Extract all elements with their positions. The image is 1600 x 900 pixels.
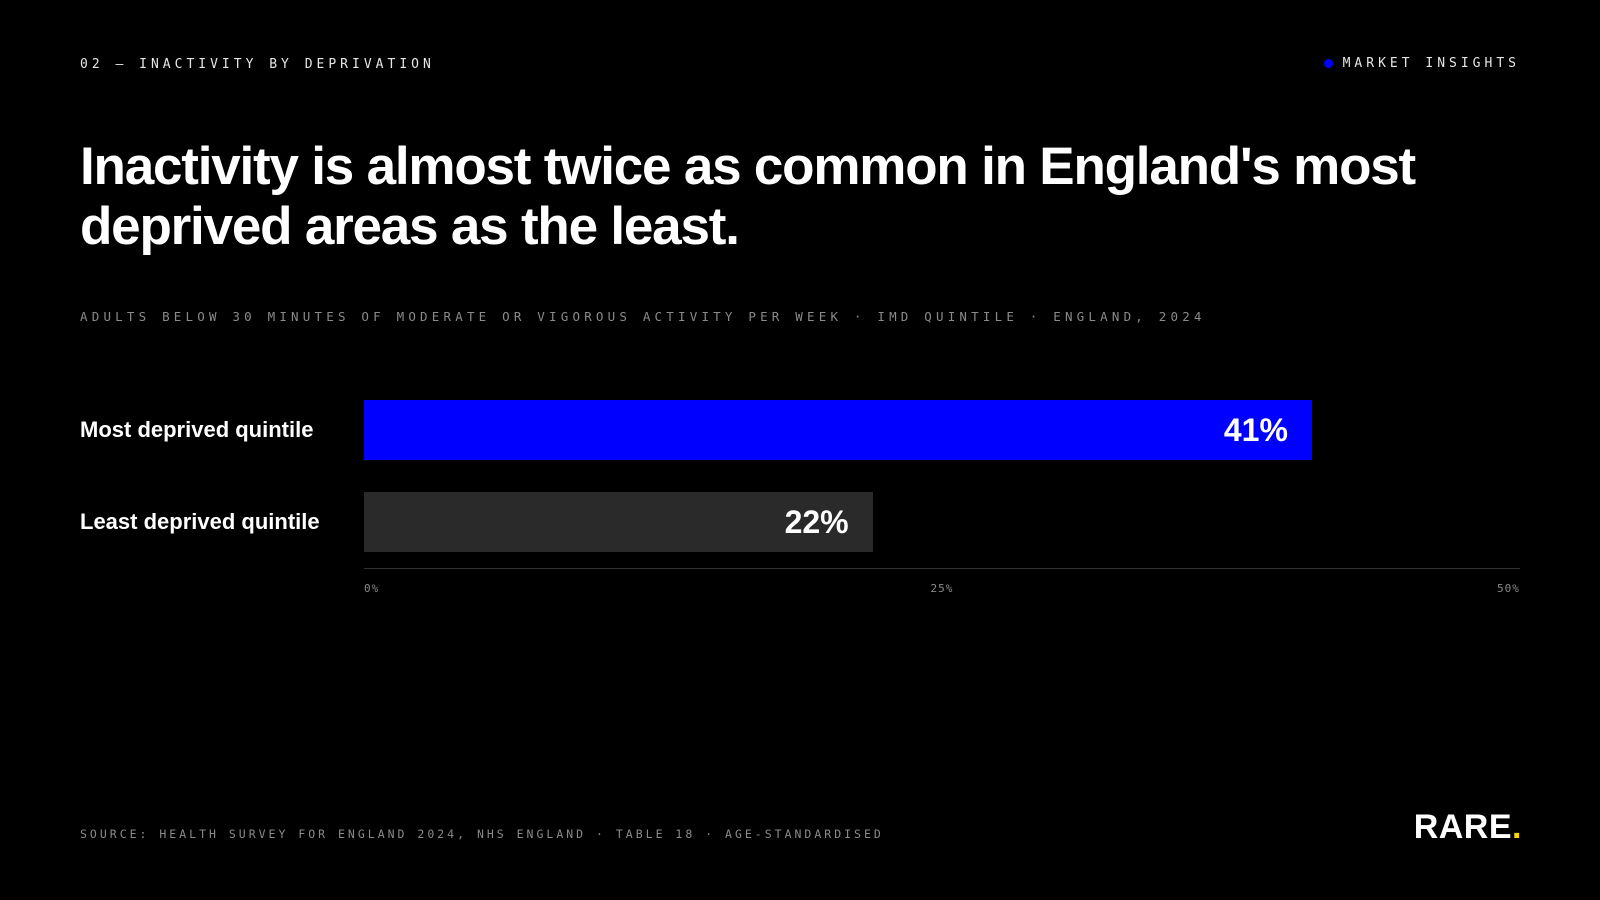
x-tick-label-0: 0% — [364, 582, 380, 595]
x-axis-line — [364, 568, 1520, 569]
section-kicker: 02 — INACTIVITY BY DEPRIVATION — [80, 57, 435, 72]
logo-dot: . — [1512, 808, 1522, 846]
source-note: SOURCE: HEALTH SURVEY FOR ENGLAND 2024, … — [80, 827, 884, 841]
bar-value-label-1: 22% — [784, 504, 849, 540]
brand-tag-label: MARKET INSIGHTS — [1342, 56, 1520, 71]
bar-value-label-0: 41% — [1223, 412, 1288, 448]
chart-subtitle: ADULTS BELOW 30 MINUTES OF MODERATE OR V… — [80, 309, 1206, 324]
rare-logo: RARE. — [1414, 808, 1522, 847]
logo-text: RARE — [1413, 808, 1513, 846]
bar-0: 41% — [364, 400, 1312, 460]
page-title: Inactivity is almost twice as common in … — [80, 137, 1416, 256]
x-tick-label-1: 25% — [930, 582, 954, 595]
brand-dot-icon — [1323, 59, 1333, 68]
brand-tag: MARKET INSIGHTS — [1323, 56, 1520, 71]
bar-label-0: Most deprived quintile — [80, 417, 314, 442]
bar-label-1: Least deprived quintile — [80, 509, 320, 534]
bar-1: 22% — [364, 492, 873, 552]
x-tick-label-2: 50% — [1497, 582, 1520, 595]
